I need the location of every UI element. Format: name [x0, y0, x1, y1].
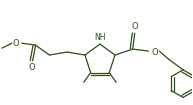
Text: O: O — [151, 48, 158, 57]
Text: O: O — [13, 39, 19, 48]
Text: O: O — [131, 22, 138, 31]
Text: O: O — [28, 63, 35, 72]
Text: NH: NH — [94, 33, 106, 42]
